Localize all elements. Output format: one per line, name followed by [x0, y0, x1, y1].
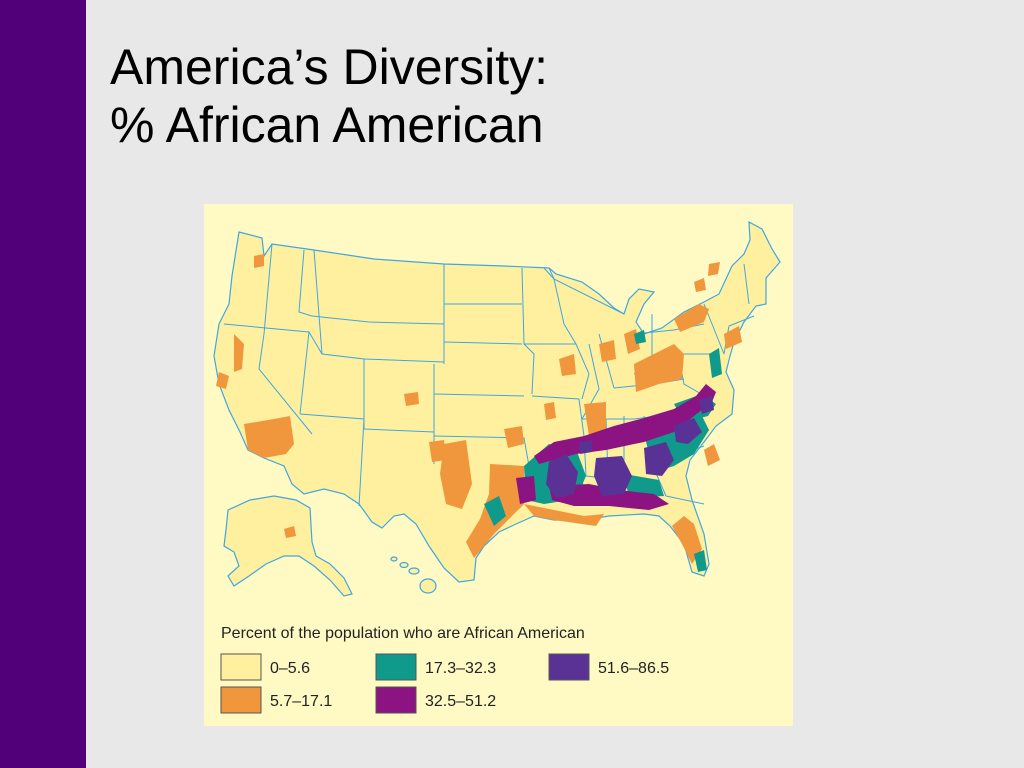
- legend-swatch-17-3-32-3: [375, 653, 417, 681]
- legend-label-0-5-6: 0–5.6: [270, 660, 310, 677]
- legend-swatch-5-7-17-1: [220, 686, 262, 714]
- legend-swatch-32-5-51-2: [375, 686, 417, 714]
- legend-swatch-0-5-6: [220, 653, 262, 681]
- us-map: Percent of the population who are Africa…: [204, 204, 793, 726]
- legend-label-32-5-51-2: 32.5–51.2: [425, 693, 496, 710]
- map-panel: Percent of the population who are Africa…: [204, 204, 793, 726]
- hawaii-islands: [390, 556, 437, 594]
- legend-swatch-51-6-86-5: [548, 653, 590, 681]
- legend-title: Percent of the population who are Africa…: [221, 625, 585, 642]
- accent-sidebar: [0, 0, 86, 768]
- title-line-2: % African American: [110, 97, 544, 153]
- title-line-1: America’s Diversity:: [110, 39, 549, 95]
- orange-counties: [216, 254, 742, 564]
- slide-title: America’s Diversity: % African American: [110, 38, 548, 154]
- legend-label-51-6-86-5: 51.6–86.5: [598, 660, 669, 677]
- legend-label-5-7-17-1: 5.7–17.1: [270, 693, 332, 710]
- alaska-land: [223, 495, 353, 597]
- legend-label-17-3-32-3: 17.3–32.3: [425, 660, 496, 677]
- purple-counties: [546, 396, 714, 498]
- map-legend: Percent of the population who are Africa…: [220, 625, 669, 714]
